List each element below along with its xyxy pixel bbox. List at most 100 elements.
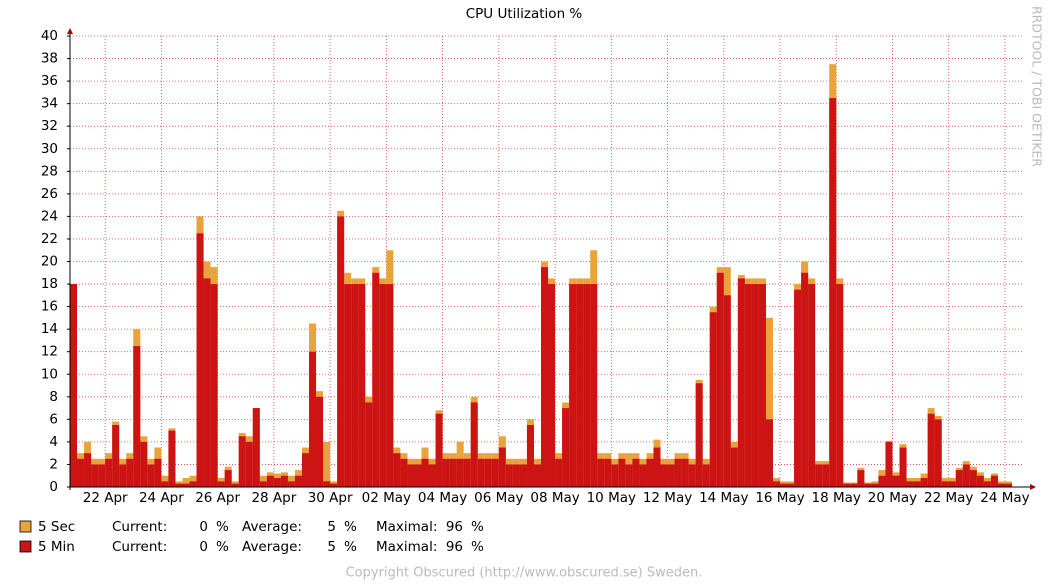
chart-title: CPU Utilization %: [466, 6, 583, 22]
x-tick-label: 22 May: [924, 490, 973, 506]
bar: [765, 419, 773, 487]
y-tick-label: 18: [41, 276, 58, 292]
bar: [639, 464, 647, 487]
bar: [927, 413, 935, 487]
x-tick-label: 22 Apr: [83, 490, 128, 506]
bar: [337, 216, 345, 487]
bar: [737, 278, 745, 487]
bar: [161, 481, 169, 487]
bar: [386, 284, 394, 487]
bar: [126, 458, 134, 487]
bar: [695, 383, 703, 487]
bar: [154, 458, 162, 487]
bar: [808, 284, 816, 487]
bar: [899, 447, 907, 487]
bar: [287, 481, 295, 487]
y-tick-label: 24: [41, 208, 58, 224]
bar: [498, 447, 506, 487]
x-tick-label: 20 May: [868, 490, 917, 506]
bar: [238, 436, 246, 487]
x-tick-label: 30 Apr: [308, 490, 353, 506]
bar: [484, 458, 492, 487]
bar: [505, 464, 513, 487]
y-tick-label: 22: [41, 231, 58, 247]
y-tick-label: 26: [41, 186, 58, 202]
bar: [548, 284, 556, 487]
legend-stat-unit: %: [216, 519, 229, 535]
bar: [604, 458, 612, 487]
bar: [119, 464, 127, 487]
bar: [182, 483, 190, 487]
legend-stat-value: 96: [446, 519, 463, 535]
x-tick-label: 08 May: [530, 490, 579, 506]
bar: [590, 284, 598, 487]
bar: [421, 458, 429, 487]
bar: [98, 464, 106, 487]
x-tick-label: 26 Apr: [195, 490, 240, 506]
legend-stat-unit: %: [471, 519, 484, 535]
bar: [210, 284, 218, 487]
bar: [688, 464, 696, 487]
bar: [772, 481, 781, 487]
bar: [428, 464, 436, 487]
bar: [358, 284, 366, 487]
bar: [294, 475, 302, 487]
bar: [147, 464, 155, 487]
legend-stat-value: 5: [327, 519, 336, 535]
x-tick-label: 14 May: [699, 490, 748, 506]
bar: [983, 481, 991, 487]
bar: [583, 284, 591, 487]
bar: [906, 481, 914, 487]
bar: [892, 475, 900, 487]
bar: [140, 441, 148, 487]
legend-label: 5 Sec: [38, 519, 75, 535]
bar: [77, 458, 85, 487]
bar: [920, 477, 928, 487]
bar: [541, 267, 549, 487]
bar: [330, 483, 338, 487]
x-tick-label: 18 May: [812, 490, 861, 506]
bar: [512, 464, 520, 487]
bar: [407, 464, 415, 487]
x-tick-label: 02 May: [362, 490, 411, 506]
bar: [309, 351, 317, 487]
bar: [91, 464, 99, 487]
bar: [414, 464, 422, 487]
bar: [969, 470, 977, 487]
bar: [864, 483, 872, 487]
y-tick-label: 16: [41, 299, 58, 315]
legend-stat-label: Maximal:: [376, 539, 437, 555]
bar: [913, 481, 921, 487]
bar: [709, 312, 717, 487]
legend-stat-value: 0: [199, 519, 208, 535]
bar: [948, 481, 956, 487]
y-tick-label: 36: [41, 73, 58, 89]
y-tick-label: 2: [49, 456, 58, 472]
bar: [815, 464, 823, 487]
legend-stat-unit: %: [471, 539, 484, 555]
y-tick-label: 20: [41, 254, 58, 270]
y-tick-label: 40: [41, 28, 58, 44]
bar: [182, 477, 190, 487]
bar: [344, 284, 352, 487]
legend-stat-label: Average:: [242, 539, 302, 555]
x-tick-label: 10 May: [587, 490, 636, 506]
bar: [562, 408, 570, 487]
bar: [723, 295, 731, 487]
bar: [997, 483, 1005, 487]
bar: [660, 464, 668, 487]
bar: [70, 284, 78, 487]
bar: [245, 441, 253, 487]
bar: [597, 458, 605, 487]
bar: [765, 317, 773, 487]
bar: [576, 284, 584, 487]
x-tick-label: 12 May: [643, 490, 692, 506]
bar: [878, 475, 886, 487]
bar: [231, 483, 239, 487]
side-label: RRDTOOL / TOBI OETIKER: [1030, 6, 1045, 167]
legend-swatch: [19, 520, 32, 533]
bar: [252, 408, 260, 487]
bar: [84, 453, 92, 487]
bar: [393, 453, 401, 487]
x-tick-label: 24 Apr: [139, 490, 184, 506]
